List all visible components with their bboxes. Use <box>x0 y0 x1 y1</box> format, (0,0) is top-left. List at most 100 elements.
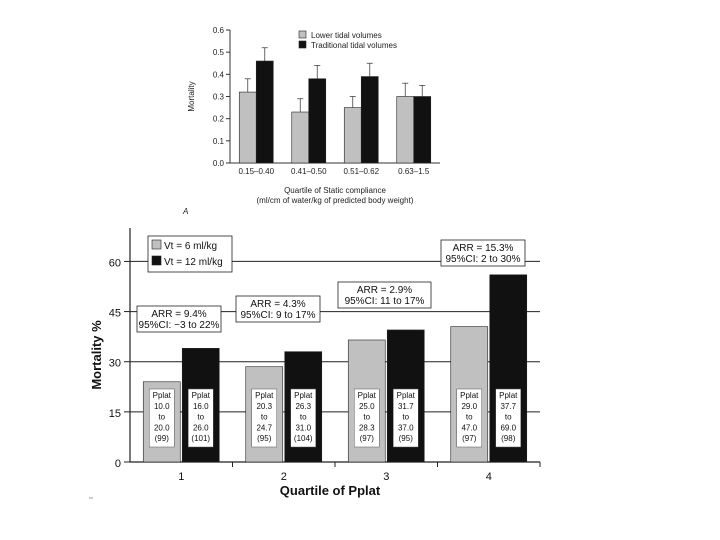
pplat-range-text: 24.7 <box>256 423 272 432</box>
pplat-range-text: 47.0 <box>461 423 477 432</box>
pplat-range-text: 20.0 <box>154 423 170 432</box>
y-axis-label: Mortality % <box>89 320 104 390</box>
pplat-range-text: 69.0 <box>500 423 516 432</box>
bar-traditional-tidal <box>255 60 274 164</box>
y-tick-label: 0.0 <box>213 159 225 168</box>
x-tick-label: 0.63–1.5 <box>398 167 430 176</box>
pplat-range-text: to <box>197 413 204 422</box>
legend-label: Traditional tidal volumes <box>311 41 397 50</box>
pplat-range-box <box>188 388 214 448</box>
y-tick-label: 0.3 <box>213 93 225 102</box>
x-axis-label-units: (ml/cm of water/kg of predicted body wei… <box>257 196 414 205</box>
pplat-range-text: 25.0 <box>359 402 375 411</box>
pplat-range-text: 37.7 <box>500 402 516 411</box>
pplat-range-text: 10.0 <box>154 402 170 411</box>
pplat-range-box <box>495 388 521 448</box>
arr-annotation-box <box>136 305 222 333</box>
pplat-range-text: to <box>363 413 370 422</box>
panel-label-a: A <box>182 207 188 216</box>
legend-swatch <box>151 239 162 250</box>
pplat-range-text: 26.3 <box>295 402 311 411</box>
pplat-range-box <box>354 388 380 448</box>
pplat-range-text: (95) <box>399 434 414 443</box>
pplat-range-text: 20.3 <box>256 402 272 411</box>
x-tick-label: 0.51–0.62 <box>343 167 379 176</box>
legend-label: Vt = 6 ml/kg <box>164 241 217 252</box>
bar-traditional-tidal <box>360 76 379 164</box>
pplat-range-text: 16.0 <box>193 402 209 411</box>
pplat-range-text: Pplat <box>192 391 211 400</box>
pplat-range-text: 26.0 <box>193 423 209 432</box>
arr-annotation-box <box>235 295 321 323</box>
bar-traditional-tidal <box>308 78 327 164</box>
bar-lower-tidal <box>343 107 362 164</box>
pplat-range-box <box>393 388 419 448</box>
arr-ci: 95%CI: 9 to 17% <box>240 310 315 321</box>
y-tick-label: 0.5 <box>213 48 225 57</box>
pplat-range-text: Pplat <box>255 391 274 400</box>
pplat-range-text: 31.0 <box>295 423 311 432</box>
legend <box>147 235 233 273</box>
y-tick-label: 60 <box>109 257 121 269</box>
legend-swatch <box>298 40 307 49</box>
arr-ci: 95%CI: 2 to 30% <box>445 254 520 265</box>
x-axis-label: Quartile of Static compliance <box>284 186 386 195</box>
x-tick-label: 1 <box>178 471 184 483</box>
pplat-range-text: (104) <box>294 434 313 443</box>
pplat-range-text: Pplat <box>153 391 172 400</box>
y-tick-label: 0.1 <box>213 137 225 146</box>
pplat-range-text: 29.0 <box>461 402 477 411</box>
pplat-range-text: to <box>402 413 409 422</box>
x-tick-label: 3 <box>383 471 389 483</box>
pplat-range-text: (99) <box>155 434 170 443</box>
x-tick-label: 2 <box>281 471 287 483</box>
pplat-range-text: Pplat <box>397 391 416 400</box>
pplat-range-text: 37.0 <box>398 423 414 432</box>
pplat-range-box <box>290 388 316 448</box>
pplat-range-text: to <box>300 413 307 422</box>
y-tick-label: 15 <box>109 408 121 420</box>
arr-annotation-box <box>440 239 526 267</box>
pplat-range-text: Pplat <box>460 391 479 400</box>
arr-value: ARR = 15.3% <box>453 243 514 254</box>
y-tick-label: 30 <box>109 358 121 370</box>
y-tick-label: 0 <box>115 458 121 470</box>
pplat-range-text: (98) <box>501 434 516 443</box>
arr-value: ARR = 9.4% <box>151 309 206 320</box>
pplat-range-text: to <box>261 413 268 422</box>
arr-annotation-box <box>337 281 432 309</box>
y-tick-label: 45 <box>109 308 121 320</box>
pplat-range-text: to <box>505 413 512 422</box>
pplat-range-text: to <box>158 413 165 422</box>
arr-ci: 95%CI: 11 to 17% <box>345 296 425 307</box>
pplat-quartile-chart: 015304560Pplat10.0to20.0(99)Pplat16.0to2… <box>89 228 541 498</box>
x-axis-label: Quartile of Pplat <box>280 483 381 498</box>
static-compliance-chart: 0.0 0.1 0.2 0.3 0.4 0.5 0.6 0.15–0.40 0.41–0.50 0… <box>187 26 440 205</box>
pplat-range-text: to <box>466 413 473 422</box>
pplat-range-text: (97) <box>462 434 477 443</box>
legend-label: Vt = 12 ml/kg <box>164 257 223 268</box>
bar-lower-tidal <box>396 96 415 164</box>
bar-lower-tidal <box>291 111 310 164</box>
pplat-range-text: (97) <box>360 434 375 443</box>
y-tick-label: 0.2 <box>213 115 225 124</box>
pplat-range-text: (101) <box>191 434 210 443</box>
x-tick-label: 4 <box>486 471 492 483</box>
y-tick-label: 0.6 <box>213 26 225 35</box>
pplat-range-text: Pplat <box>499 391 518 400</box>
pplat-range-box <box>456 388 482 448</box>
arr-value: ARR = 4.3% <box>250 299 305 310</box>
arr-ci: 95%CI: −3 to 22% <box>139 320 220 331</box>
pplat-range-box <box>251 388 277 448</box>
x-tick-label: 0.41–0.50 <box>291 167 327 176</box>
pplat-range-box <box>149 388 175 448</box>
x-tick-label: 0.15–0.40 <box>238 167 274 176</box>
y-tick-label: 0.4 <box>213 70 225 79</box>
legend-swatch <box>298 30 307 39</box>
pplat-range-text: 31.7 <box>398 402 414 411</box>
bar-lower-tidal <box>238 91 257 164</box>
legend-label: Lower tidal volumes <box>311 31 382 40</box>
pplat-range-text: Pplat <box>294 391 313 400</box>
y-axis-label: Mortality <box>187 81 196 111</box>
